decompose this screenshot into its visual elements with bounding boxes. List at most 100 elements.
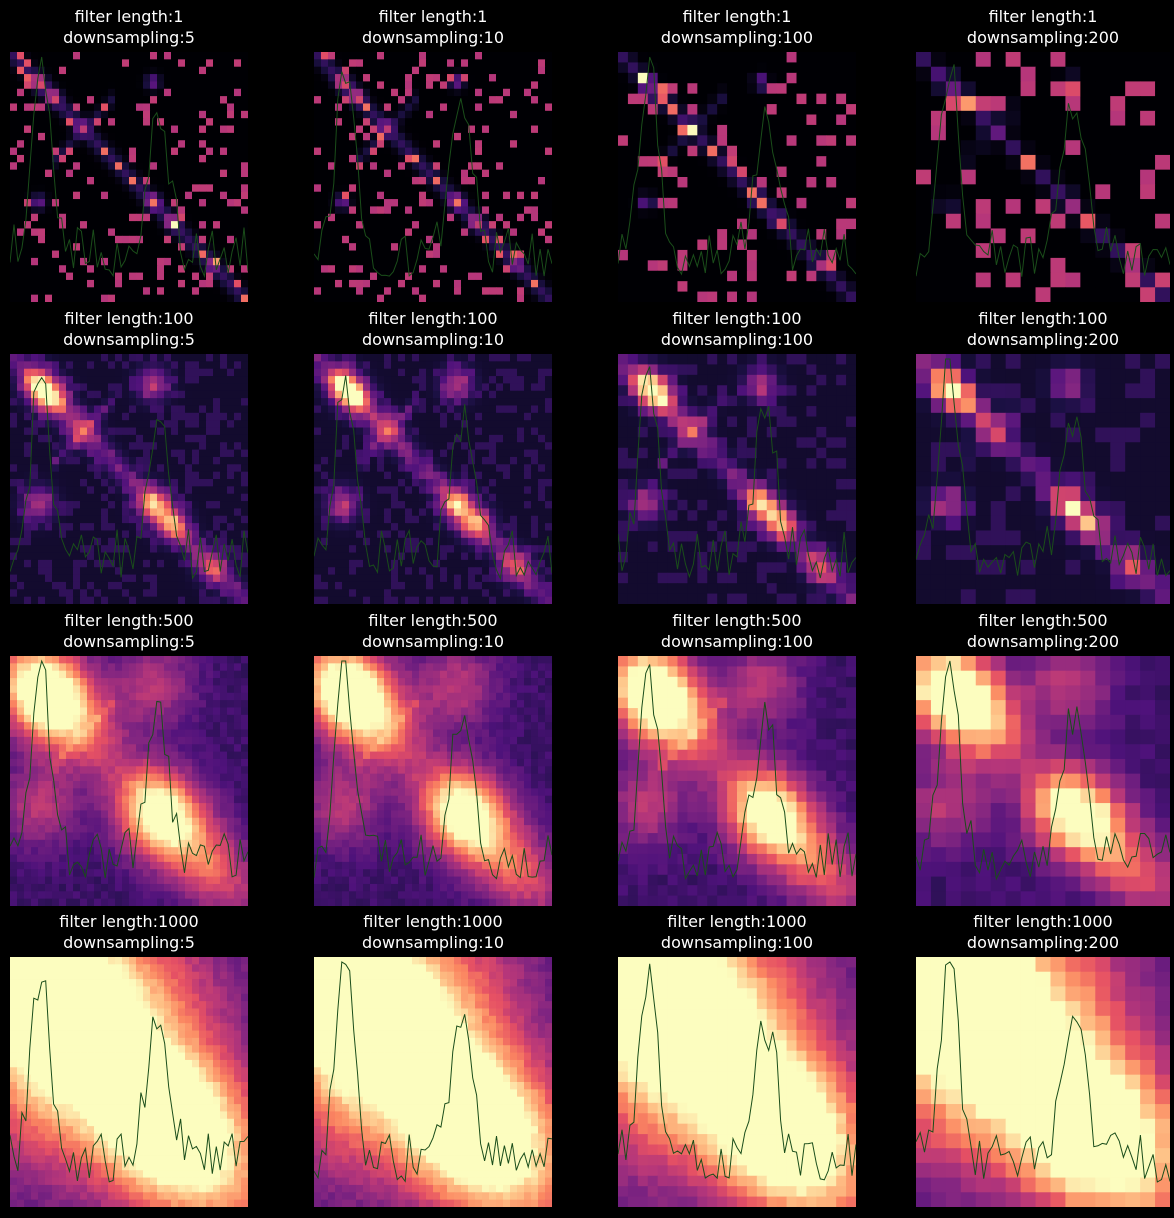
heatmap-cell — [419, 206, 427, 215]
heatmap-cell — [517, 191, 525, 200]
heatmap-cell — [806, 281, 817, 292]
heatmap-cell — [398, 81, 406, 90]
heatmap-cell — [17, 567, 25, 575]
heatmap-cell — [10, 456, 18, 465]
heatmap-cell — [10, 589, 18, 598]
heatmap-cell — [1155, 125, 1170, 141]
heatmap-cell — [1155, 243, 1170, 259]
heatmap-cell — [447, 279, 455, 288]
panel-title-downsampling: downsampling:10 — [362, 330, 504, 349]
heatmap-cell — [545, 257, 552, 266]
heatmap-cell — [241, 545, 248, 553]
panel-title: filter length:100 downsampling:5 — [10, 308, 248, 350]
heatmap-cell — [171, 162, 179, 171]
heatmap-cell — [31, 287, 39, 296]
heatmap-cell — [17, 537, 25, 546]
heatmap-cell — [468, 287, 476, 296]
heatmap-cell — [52, 279, 60, 288]
heatmap-cell — [31, 206, 39, 215]
heatmap-cell — [447, 257, 455, 266]
heatmap-cell — [59, 206, 67, 215]
heatmap-cell — [314, 272, 322, 281]
heatmap-cell — [213, 567, 221, 575]
heatmap-cell — [627, 93, 639, 105]
heatmap-cell — [143, 74, 151, 82]
heatmap-cell — [489, 103, 497, 112]
panel-title: filter length:1 downsampling:200 — [916, 6, 1170, 48]
heatmap-cell — [419, 294, 427, 302]
heatmap-cell — [31, 250, 39, 259]
heatmap-cell — [647, 104, 659, 115]
heatmap-cell — [524, 464, 532, 473]
heatmap-cell — [538, 162, 546, 171]
heatmap-cell — [94, 110, 102, 119]
heatmap-cell — [545, 479, 552, 487]
heatmap-cell — [531, 221, 539, 229]
heatmap-cell — [342, 405, 350, 414]
heatmap-cell — [213, 552, 221, 561]
heatmap-cell — [489, 154, 497, 163]
heatmap-cell — [87, 471, 95, 480]
heatmap-cell — [185, 390, 193, 399]
heatmap-cell — [136, 361, 144, 370]
heatmap-cell — [234, 279, 242, 288]
heatmap-cell — [80, 508, 88, 517]
heatmap-cell — [171, 96, 179, 104]
heatmap-cell — [73, 398, 81, 406]
heatmap-cell — [405, 96, 413, 104]
heatmap-cell — [687, 114, 698, 126]
heatmap-cell — [122, 486, 130, 495]
heatmap-cell — [475, 294, 483, 302]
heatmap-cell — [426, 206, 434, 215]
heatmap-cell — [697, 270, 708, 282]
heatmap-cell — [129, 206, 137, 215]
heatmap-cell — [503, 52, 511, 60]
heatmap-cell — [990, 81, 1007, 97]
heatmap-cell — [746, 291, 758, 302]
heatmap-cell — [1035, 184, 1051, 200]
heatmap-cell — [206, 88, 214, 97]
heatmap-cell — [426, 184, 434, 193]
heatmap-cell — [426, 235, 434, 244]
heatmap-cell — [538, 132, 546, 141]
heatmap-cell — [136, 581, 144, 590]
heatmap-cell — [178, 279, 186, 288]
heatmap-cell — [545, 199, 552, 207]
heatmap-cell — [59, 552, 67, 561]
heatmap-cell — [199, 596, 207, 604]
heatmap-cell — [115, 574, 123, 583]
heatmap-cell — [545, 59, 552, 68]
heatmap-cell — [419, 103, 427, 112]
heatmap-cell — [697, 187, 708, 199]
heatmap-cell — [433, 66, 441, 75]
heatmap-cell — [846, 218, 856, 230]
heatmap-cell — [185, 265, 193, 273]
heatmap-cell — [545, 88, 552, 97]
heatmap-cell — [10, 412, 18, 421]
heatmap-cell — [1125, 66, 1141, 82]
heatmap-cell — [52, 567, 60, 575]
heatmap-cell — [335, 449, 343, 458]
heatmap-cell — [129, 552, 137, 561]
heatmap-cell — [538, 184, 546, 193]
heatmap-cell — [531, 383, 539, 392]
heatmap-cell — [17, 589, 25, 598]
heatmap-cell — [349, 486, 357, 495]
heatmap-cell — [150, 279, 158, 288]
heatmap-cell — [321, 486, 329, 495]
heatmap-cell — [482, 398, 490, 406]
heatmap-cell — [94, 383, 102, 392]
heatmap-cell — [10, 177, 18, 185]
heatmap-cell — [66, 103, 74, 112]
heatmap-cell — [930, 228, 947, 244]
heatmap-cell — [178, 59, 186, 68]
heatmap-cell — [363, 368, 371, 377]
heatmap-cell — [206, 243, 214, 251]
heatmap-cell — [786, 114, 797, 126]
heatmap-cell — [766, 218, 778, 230]
heatmap-cell — [94, 235, 102, 244]
heatmap-cell — [80, 398, 88, 406]
heatmap-cell — [101, 191, 109, 200]
heatmap-cell — [356, 243, 364, 251]
heatmap-cell — [461, 213, 469, 222]
